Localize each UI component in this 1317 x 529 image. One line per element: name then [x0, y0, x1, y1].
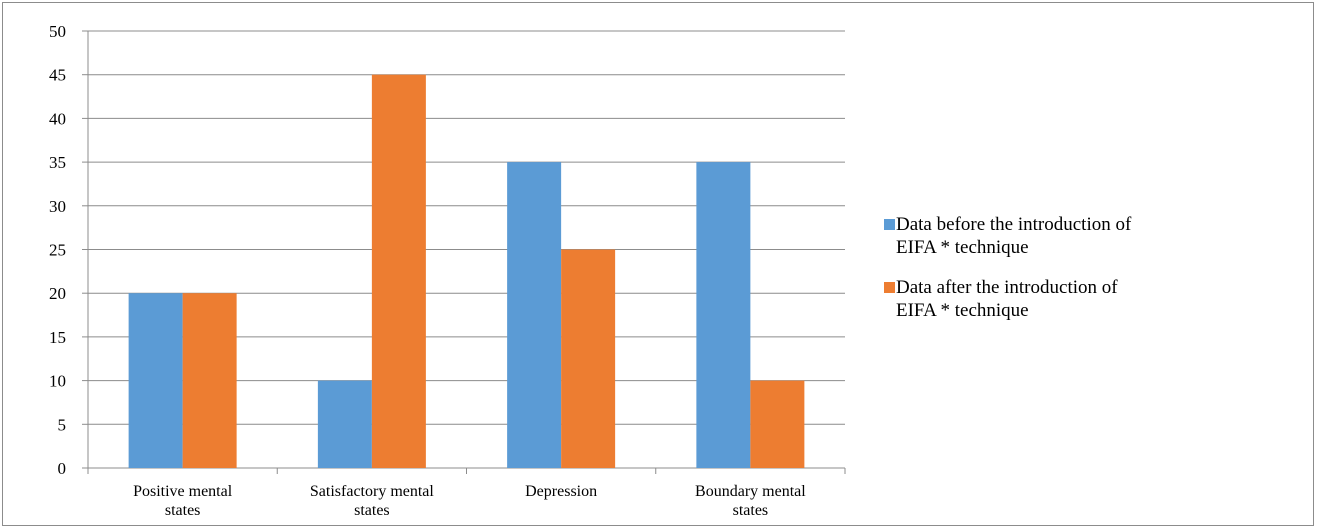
- legend-label-1: Data before the introduction of EIFA * te…: [896, 214, 1132, 258]
- legend-swatch-1: [884, 219, 895, 230]
- legend-label-2: Data after the introduction of EIFA * tec…: [896, 277, 1118, 321]
- bar-series-2: [750, 380, 805, 468]
- y-tick-label: 45: [49, 66, 66, 85]
- y-tick-label: 30: [49, 197, 66, 216]
- bar-series-1: [696, 162, 751, 468]
- x-category-label: Positive mental states: [133, 483, 233, 519]
- y-tick-label: 20: [49, 284, 66, 303]
- y-tick-label: 40: [49, 109, 66, 128]
- y-tick-label: 5: [58, 415, 67, 434]
- bar-series-1: [507, 162, 562, 468]
- y-tick-label: 35: [49, 153, 66, 172]
- x-category-label: Boundary mental states: [695, 483, 806, 519]
- y-tick-label: 50: [49, 22, 66, 41]
- bar-series-1: [128, 293, 183, 468]
- legend-swatch-2: [884, 282, 895, 293]
- y-tick-label: 0: [58, 459, 67, 478]
- y-tick-label: 10: [49, 372, 66, 391]
- x-category-label: Satisfactory mental states: [310, 483, 435, 519]
- x-category-label: Depression: [525, 483, 597, 500]
- bar-series-1: [317, 380, 372, 468]
- bar-series-2: [182, 293, 237, 468]
- y-tick-label: 15: [49, 328, 66, 347]
- bar-series-2: [371, 74, 426, 468]
- bar-series-2: [561, 249, 616, 468]
- y-tick-label: 25: [49, 241, 66, 260]
